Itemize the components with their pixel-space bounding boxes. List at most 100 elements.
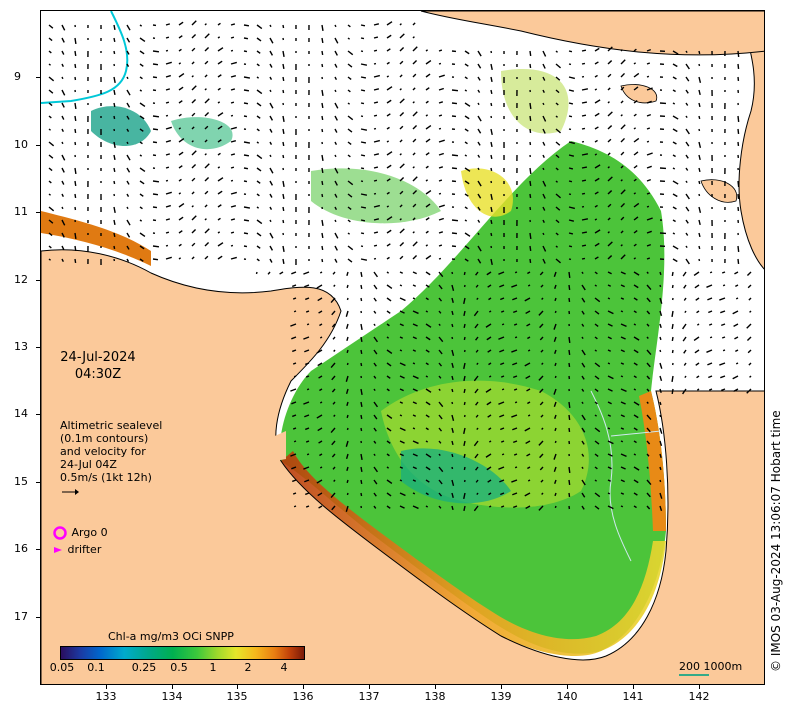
- velocity-arrow: [646, 362, 651, 368]
- velocity-arrow: [230, 75, 237, 78]
- velocity-arrow: [346, 362, 349, 366]
- velocity-arrow: [554, 440, 557, 444]
- velocity-arrow: [165, 244, 169, 247]
- velocity-arrow: [126, 50, 130, 55]
- velocity-arrow: [733, 388, 739, 392]
- velocity-arrow: [659, 375, 663, 381]
- velocity-arrow: [698, 115, 701, 120]
- velocity-arrow: [464, 50, 470, 55]
- velocity-arrow: [282, 63, 285, 70]
- velocity-arrow: [318, 375, 323, 379]
- velocity-arrow: [554, 479, 557, 485]
- velocity-arrow: [204, 33, 210, 39]
- velocity-arrow: [321, 37, 324, 44]
- velocity-arrow: [708, 310, 713, 314]
- velocity-arrow: [386, 492, 392, 497]
- velocity-arrow: [607, 87, 611, 91]
- velocity-arrow: [620, 254, 626, 260]
- velocity-arrow: [291, 401, 297, 405]
- velocity-arrow: [282, 128, 285, 135]
- velocity-arrow: [581, 427, 586, 433]
- velocity-arrow: [581, 49, 587, 52]
- velocity-arrow: [475, 466, 479, 471]
- velocity-arrow: [399, 401, 404, 404]
- velocity-arrow: [646, 75, 650, 78]
- velocity-arrow: [438, 179, 443, 182]
- velocity-arrow: [319, 453, 323, 457]
- velocity-arrow: [737, 128, 740, 135]
- velocity-arrow: [646, 284, 652, 290]
- velocity-arrow: [317, 427, 323, 432]
- x-tick-label: 140: [556, 690, 578, 703]
- velocity-arrow: [399, 190, 404, 195]
- velocity-arrow: [347, 50, 354, 56]
- velocity-arrow: [360, 63, 368, 66]
- velocity-arrow: [165, 61, 172, 65]
- velocity-arrow: [333, 284, 336, 287]
- velocity-arrow: [581, 505, 585, 510]
- velocity-arrow: [292, 362, 297, 365]
- velocity-arrow: [126, 141, 129, 145]
- velocity-arrow: [499, 284, 505, 288]
- velocity-arrow: [292, 492, 297, 495]
- zone-line-2: [610, 430, 662, 437]
- velocity-arrow: [165, 36, 170, 39]
- velocity-arrow: [463, 310, 466, 317]
- x-tick-label: 139: [490, 690, 512, 703]
- velocity-arrow: [412, 59, 418, 65]
- velocity-arrow: [360, 297, 363, 302]
- velocity-arrow: [230, 23, 236, 26]
- velocity-arrow: [594, 164, 601, 169]
- velocity-arrow: [48, 89, 54, 94]
- velocity-arrow: [633, 86, 639, 91]
- velocity-arrow: [204, 177, 210, 182]
- velocity-arrow: [303, 271, 310, 275]
- velocity-arrow: [594, 61, 599, 65]
- velocity-arrow: [399, 427, 406, 432]
- velocity-arrow: [139, 115, 145, 120]
- velocity-arrow: [594, 349, 598, 352]
- velocity-arrow: [360, 492, 363, 497]
- velocity-arrow: [707, 362, 713, 366]
- velocity-arrow: [633, 453, 637, 456]
- velocity-arrow: [553, 388, 557, 395]
- velocity-arrow: [373, 466, 379, 473]
- velocity-arrow: [360, 258, 368, 261]
- velocity-arrow: [126, 102, 131, 108]
- velocity-arrow: [476, 492, 479, 496]
- velocity-arrow: [373, 218, 380, 221]
- velocity-arrow: [191, 20, 197, 26]
- velocity-arrow: [568, 219, 575, 222]
- velocity-arrow: [620, 427, 625, 430]
- velocity-arrow: [217, 36, 221, 39]
- velocity-arrow: [568, 284, 571, 291]
- velocity-arrow: [256, 102, 262, 107]
- velocity-arrow: [709, 336, 713, 339]
- velocity-arrow: [500, 362, 505, 366]
- boundary-line: [41, 11, 129, 104]
- velocity-arrow: [345, 375, 349, 382]
- velocity-arrow: [412, 73, 417, 78]
- velocity-arrow: [48, 193, 51, 196]
- velocity-arrow: [317, 297, 323, 302]
- velocity-arrow: [386, 505, 391, 509]
- velocity-arrow: [633, 192, 637, 195]
- velocity-arrow: [633, 72, 640, 78]
- velocity-arrow: [581, 375, 585, 380]
- velocity-arrow: [61, 206, 64, 210]
- velocity-arrow: [317, 492, 323, 497]
- velocity-arrow: [568, 154, 575, 157]
- velocity-arrow: [698, 180, 701, 185]
- velocity-arrow: [525, 375, 531, 380]
- velocity-arrow: [568, 89, 575, 92]
- velocity-arrow: [554, 492, 557, 497]
- velocity-arrow: [646, 113, 652, 117]
- velocity-arrow: [139, 154, 143, 157]
- velocity-arrow: [490, 232, 493, 237]
- velocity-arrow: [204, 190, 209, 195]
- velocity-arrow: [373, 388, 376, 392]
- land-island-2: [700, 179, 738, 203]
- velocity-arrow: [347, 180, 354, 186]
- velocity-arrow: [633, 440, 637, 444]
- velocity-arrow: [399, 47, 405, 52]
